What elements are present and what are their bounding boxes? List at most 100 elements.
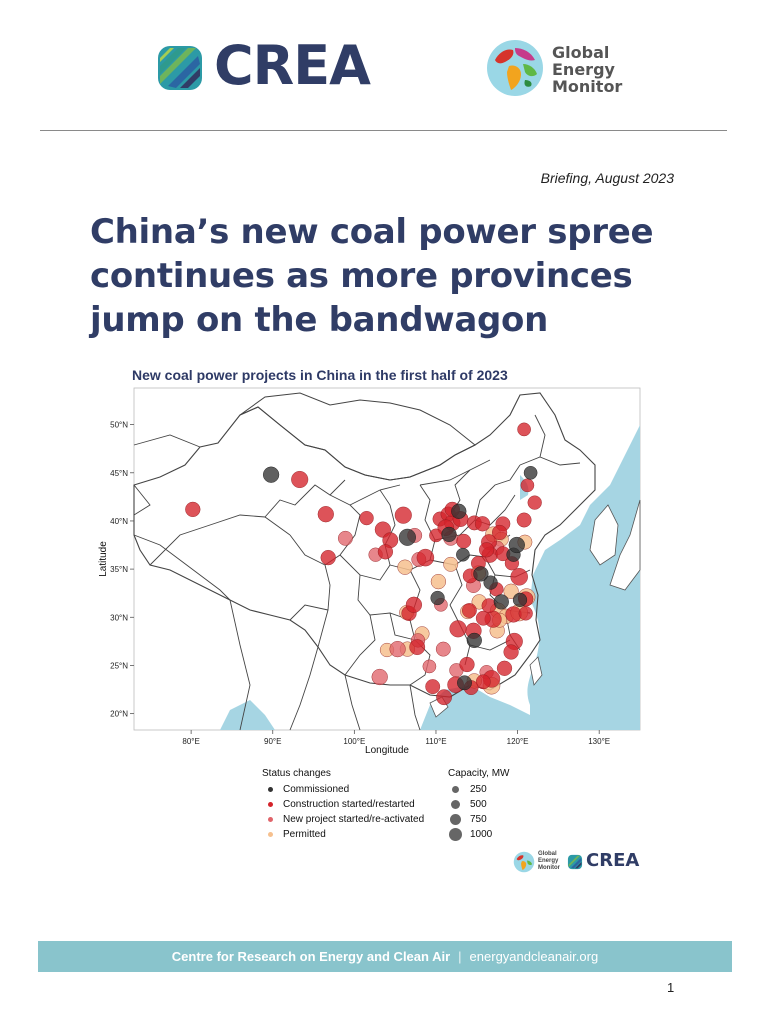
legend-item-permitted: Permitted	[283, 829, 326, 840]
map-point-commissioned	[466, 632, 482, 649]
map-point-construction-started-restarted	[377, 544, 394, 560]
mini-gem-line: Monitor	[538, 865, 560, 871]
map-point-commissioned	[263, 466, 280, 483]
map-point-construction-started-restarted	[510, 568, 528, 586]
map-point-construction-started-restarted	[520, 478, 535, 493]
map-point-construction-started-restarted	[517, 422, 531, 437]
globe-icon	[513, 851, 535, 873]
map-point-permitted	[430, 574, 447, 590]
map-point-construction-started-restarted	[479, 542, 495, 558]
gem-logo: Global Energy Monitor	[485, 38, 635, 100]
footer-url-link[interactable]: energyandcleanair.org	[469, 949, 599, 964]
y-axis-label: Latitude	[98, 541, 109, 577]
sea-bay-of-bengal	[220, 700, 275, 730]
map-points	[185, 422, 542, 706]
land-korea	[589, 504, 619, 566]
map-point-construction-started-restarted	[291, 470, 309, 488]
map-point-construction-started-restarted	[185, 501, 201, 518]
map-point-new-project-started-re-activated	[389, 641, 406, 658]
map-chart: 80°E 90°E 100°E 110°E 120°E 130°E 50°N 45°N 40°N…	[90, 385, 650, 760]
gem-logo-line: Monitor	[552, 77, 623, 96]
map-point-construction-started-restarted	[317, 506, 334, 523]
map-point-new-project-started-re-activated	[422, 659, 437, 674]
map-point-construction-started-restarted	[527, 495, 542, 510]
map-point-construction-started-restarted	[436, 689, 452, 706]
x-tick-label: 110°E	[425, 737, 446, 746]
map-point-construction-started-restarted	[492, 524, 508, 541]
header-divider	[40, 130, 727, 131]
border-mongolia	[239, 392, 476, 481]
legend-dot-permitted	[268, 832, 273, 837]
map-point-construction-started-restarted	[394, 506, 412, 524]
crea-logo-mark-icon	[158, 46, 202, 90]
gem-logo-line: Energy	[552, 60, 615, 79]
y-tick-label: 25°N	[110, 661, 128, 670]
briefing-date: Briefing, August 2023	[540, 170, 674, 186]
land-taiwan	[529, 656, 543, 686]
map-point-permitted	[397, 559, 413, 575]
footer-separator: |	[458, 949, 462, 964]
legend-dot-commissioned	[268, 787, 273, 792]
map-point-construction-started-restarted	[456, 533, 472, 549]
map-point-new-project-started-re-activated	[371, 668, 388, 686]
map-point-permitted	[503, 583, 519, 599]
legend-size-250	[452, 786, 459, 793]
legend-size-500	[451, 800, 460, 809]
map-point-construction-started-restarted	[503, 644, 519, 660]
map-point-construction-started-restarted	[475, 674, 491, 690]
map-point-new-project-started-re-activated	[337, 530, 353, 546]
gem-logo-text: Global Energy Monitor	[552, 44, 622, 95]
map-point-commissioned	[398, 528, 416, 546]
map-point-commissioned	[456, 547, 470, 562]
x-axis-label: Longitude	[365, 745, 409, 756]
map-point-construction-started-restarted	[474, 516, 491, 532]
sea-east	[527, 388, 640, 730]
map-axes: 80°E 90°E 100°E 110°E 120°E 130°E 50°N 45°N 40°N…	[110, 421, 610, 746]
map-point-commissioned	[451, 503, 467, 519]
legend-size-750	[450, 814, 461, 825]
map-point-commissioned	[441, 526, 457, 543]
globe-icon	[487, 40, 543, 96]
legend-capacity-title: Capacity, MW	[448, 768, 510, 779]
page-title: China’s new coal power spree continues a…	[90, 210, 654, 342]
figure-title: New coal power projects in China in the …	[132, 367, 508, 383]
map-point-commissioned	[430, 590, 445, 606]
page-number: 1	[667, 980, 675, 995]
y-tick-label: 45°N	[110, 469, 128, 478]
map-point-construction-started-restarted	[516, 512, 532, 528]
legend-item-new-project: New project started/re-activated	[283, 814, 425, 825]
map-point-construction-started-restarted	[359, 511, 374, 526]
map-point-commissioned	[457, 675, 472, 691]
map-point-permitted	[443, 556, 459, 572]
y-tick-label: 30°N	[110, 613, 128, 622]
legend-item-construction: Construction started/restarted	[283, 799, 415, 810]
land-japan	[609, 499, 641, 591]
crea-logo: CREA	[152, 34, 397, 98]
x-tick-label: 100°E	[343, 737, 365, 746]
legend-capacity-500: 500	[470, 799, 487, 810]
crea-logo-text: CREA	[214, 34, 371, 97]
map-point-commissioned	[523, 466, 538, 480]
gem-logo-line: Global	[552, 43, 610, 62]
map-point-new-project-started-re-activated	[435, 641, 451, 657]
map-point-construction-started-restarted	[518, 606, 533, 621]
title-line: China’s new coal power spree	[90, 212, 654, 252]
map-chart-svg: 80°E 90°E 100°E 110°E 120°E 130°E 50°N 45°N 40°N…	[98, 387, 641, 756]
legend-capacity-1000: 1000	[470, 829, 493, 840]
legend-dot-new-project	[268, 817, 273, 822]
map-point-commissioned	[493, 594, 509, 610]
mini-crea-text: CREA	[586, 850, 640, 871]
map-point-construction-started-restarted	[405, 596, 423, 613]
map-point-construction-started-restarted	[320, 550, 336, 566]
map-point-construction-started-restarted	[429, 528, 443, 543]
footer-bar: Centre for Research on Energy and Clean …	[38, 941, 732, 972]
country-borders	[133, 434, 421, 731]
legend-capacity-750: 750	[470, 814, 487, 825]
title-line: jump on the bandwagon	[90, 300, 548, 340]
crea-logo-mark-icon	[567, 854, 583, 870]
map-point-commissioned	[512, 592, 528, 608]
figure-source-logos: Global Energy Monitor CREA	[513, 850, 645, 874]
footer-org: Centre for Research on Energy and Clean …	[171, 949, 451, 964]
map-point-commissioned	[473, 566, 489, 582]
map-point-construction-started-restarted	[409, 639, 426, 656]
